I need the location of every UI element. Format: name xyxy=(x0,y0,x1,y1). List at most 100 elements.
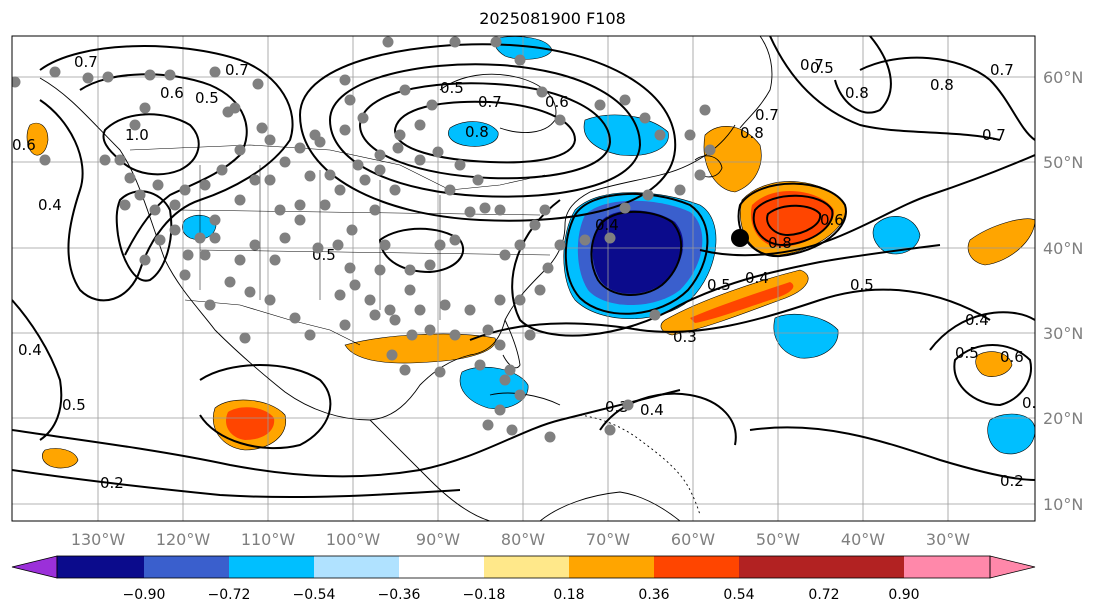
positive-anomaly-band-core xyxy=(690,282,794,323)
observation-dot xyxy=(264,294,276,306)
observation-dot xyxy=(684,129,696,141)
observation-dot xyxy=(384,304,396,316)
lat-label: 60°N xyxy=(1043,68,1083,87)
colorbar-segment xyxy=(654,556,739,578)
observation-dot xyxy=(542,262,554,274)
observation-dot xyxy=(294,214,306,226)
contour-line xyxy=(328,63,642,198)
us-canada-border xyxy=(129,144,546,191)
contour-label: 1.0 xyxy=(125,126,149,144)
observation-dot xyxy=(224,276,236,288)
observation-dot xyxy=(464,304,476,316)
observation-dot xyxy=(279,232,291,244)
observation-dot xyxy=(154,234,166,246)
observation-dot xyxy=(389,184,401,196)
observation-dot xyxy=(249,239,261,251)
colorbar-extend-high xyxy=(989,555,1036,579)
contour-label: 0.5 xyxy=(707,276,731,294)
observation-dot xyxy=(479,202,491,214)
observation-dot xyxy=(179,269,191,281)
observation-dot xyxy=(359,174,371,186)
contour-line xyxy=(12,299,63,441)
observation-dot xyxy=(234,144,246,156)
contour-line xyxy=(590,210,682,297)
contour-line xyxy=(749,426,1035,481)
observation-dot xyxy=(389,314,401,326)
observation-dot xyxy=(622,399,634,411)
observation-dot xyxy=(414,304,426,316)
contour-line xyxy=(929,311,1035,351)
contour-line xyxy=(378,227,465,274)
contour-label: 0.5 xyxy=(195,89,219,107)
colorbar-tick: 0.72 xyxy=(808,587,839,603)
coastline-south-america xyxy=(539,491,681,521)
observation-dot xyxy=(699,104,711,116)
observation-dot xyxy=(179,184,191,196)
observation-dot xyxy=(444,184,456,196)
observation-dot xyxy=(139,254,151,266)
contour-label: 0.6 xyxy=(820,211,844,229)
observation-dot xyxy=(169,224,181,236)
colorbar-tick: −0.36 xyxy=(378,587,421,603)
observation-dot xyxy=(694,169,706,181)
observation-dot xyxy=(114,154,126,166)
observation-dot xyxy=(194,232,206,244)
positive-anomaly-gulf xyxy=(344,333,496,364)
observation-dot xyxy=(319,199,331,211)
colorbar-segment xyxy=(57,556,144,578)
contour-line xyxy=(511,199,941,337)
observation-dot xyxy=(414,154,426,166)
observation-dot xyxy=(124,172,136,184)
observation-dot xyxy=(494,339,506,351)
lon-label: 90°W xyxy=(416,530,460,549)
contour-label: 0.8 xyxy=(465,123,489,141)
observation-dot xyxy=(12,76,21,88)
observation-dot xyxy=(619,94,631,106)
observation-dot xyxy=(472,174,484,186)
observation-dot xyxy=(514,54,526,66)
colorbar-tick: 0.90 xyxy=(888,587,919,603)
observation-dot xyxy=(304,170,316,182)
contour-label: 0.4 xyxy=(595,216,619,234)
lat-label: 20°N xyxy=(1043,409,1083,428)
observation-dot xyxy=(506,424,518,436)
contour-line xyxy=(199,364,332,450)
observation-dot xyxy=(182,249,194,261)
contour-line xyxy=(859,56,1035,141)
contour-lines xyxy=(12,36,1035,499)
contour-label: 0.2 xyxy=(1000,472,1024,490)
observation-dot xyxy=(164,69,176,81)
observation-dot xyxy=(252,78,264,90)
observation-dot xyxy=(264,174,276,186)
observation-dot xyxy=(209,66,221,78)
observation-dot xyxy=(294,199,306,211)
observation-dot xyxy=(312,242,324,254)
observation-dot xyxy=(99,154,111,166)
observation-dot xyxy=(514,294,526,306)
contour-line xyxy=(769,36,1001,141)
contour-line xyxy=(393,100,577,164)
observation-dot xyxy=(534,284,546,296)
negative-anomaly-canada xyxy=(448,121,499,147)
observation-dot xyxy=(439,299,451,311)
observation-dot xyxy=(642,189,654,201)
observation-dot xyxy=(604,232,616,244)
contour-line xyxy=(102,113,200,176)
observation-dot xyxy=(524,329,536,341)
contour-label: 0.6 xyxy=(1000,348,1024,366)
lon-label: 120°W xyxy=(156,530,211,549)
coastline-florida xyxy=(502,319,521,369)
observation-dot xyxy=(309,129,321,141)
observation-dot xyxy=(169,199,181,211)
observation-dot xyxy=(504,364,516,376)
observation-dot xyxy=(392,142,404,154)
observation-dot xyxy=(619,202,631,214)
observation-dot xyxy=(334,289,346,301)
contour-line xyxy=(358,82,612,180)
contour-label: 0.5 xyxy=(440,79,464,97)
colorbar-segment xyxy=(739,556,824,578)
observation-dot xyxy=(394,129,406,141)
colorbar-segment xyxy=(904,556,990,578)
observation-dot xyxy=(374,164,386,176)
observation-dot xyxy=(289,312,301,324)
